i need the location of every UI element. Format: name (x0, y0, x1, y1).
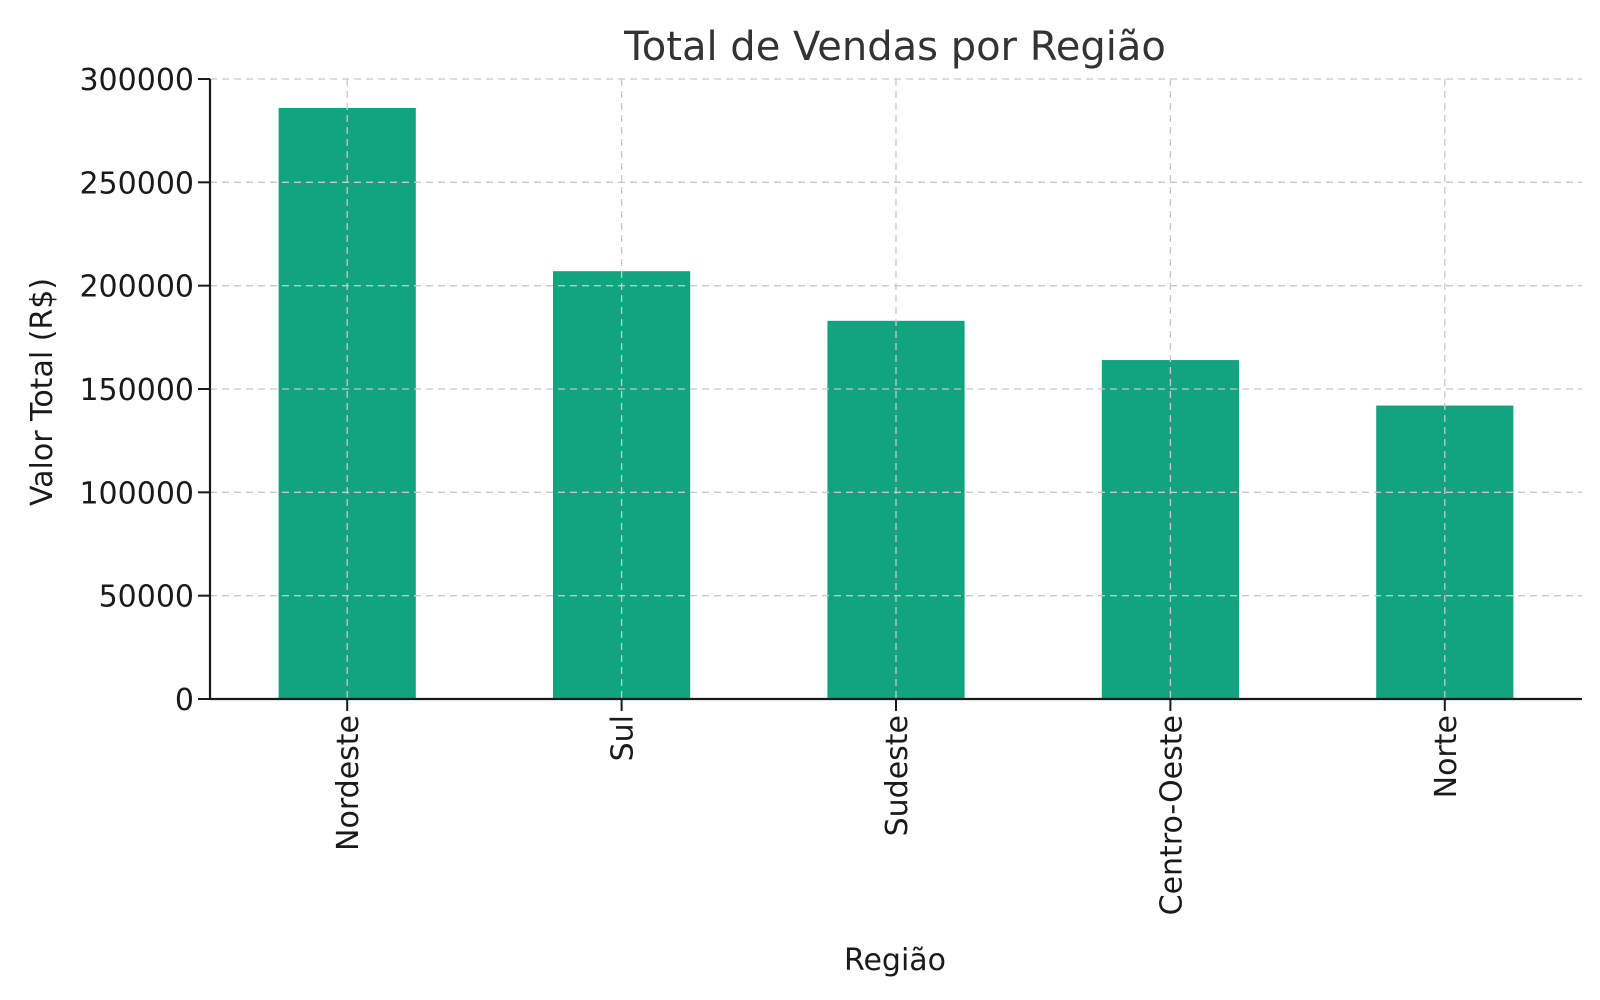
bar-sul (553, 271, 691, 699)
x-tick-label: Sudeste (880, 715, 915, 836)
y-tick-label: 100000 (79, 476, 194, 511)
y-tick-label: 300000 (79, 63, 194, 98)
y-tick-label: 150000 (79, 373, 194, 408)
bar-sudeste (827, 320, 965, 699)
x-tick-label: Centro-Oeste (1154, 715, 1189, 915)
x-axis-label: Região (844, 943, 946, 978)
x-tick-label: Nordeste (331, 715, 366, 851)
x-tick-label: Sul (606, 715, 641, 761)
y-axis-label: Valor Total (R$) (25, 278, 60, 506)
tick-labels: 0 50000 100000 150000 200000 250000 300000 Nord… (79, 63, 1463, 915)
y-tick-label: 250000 (79, 166, 194, 201)
axes (198, 78, 1582, 711)
y-tick-label: 50000 (99, 580, 194, 615)
chart-title: Total de Vendas por Região (623, 24, 1166, 70)
y-tick-label: 200000 (79, 270, 194, 305)
y-tick-label: 0 (175, 683, 194, 718)
grid (210, 78, 1582, 700)
x-tick-label: Norte (1429, 715, 1464, 798)
